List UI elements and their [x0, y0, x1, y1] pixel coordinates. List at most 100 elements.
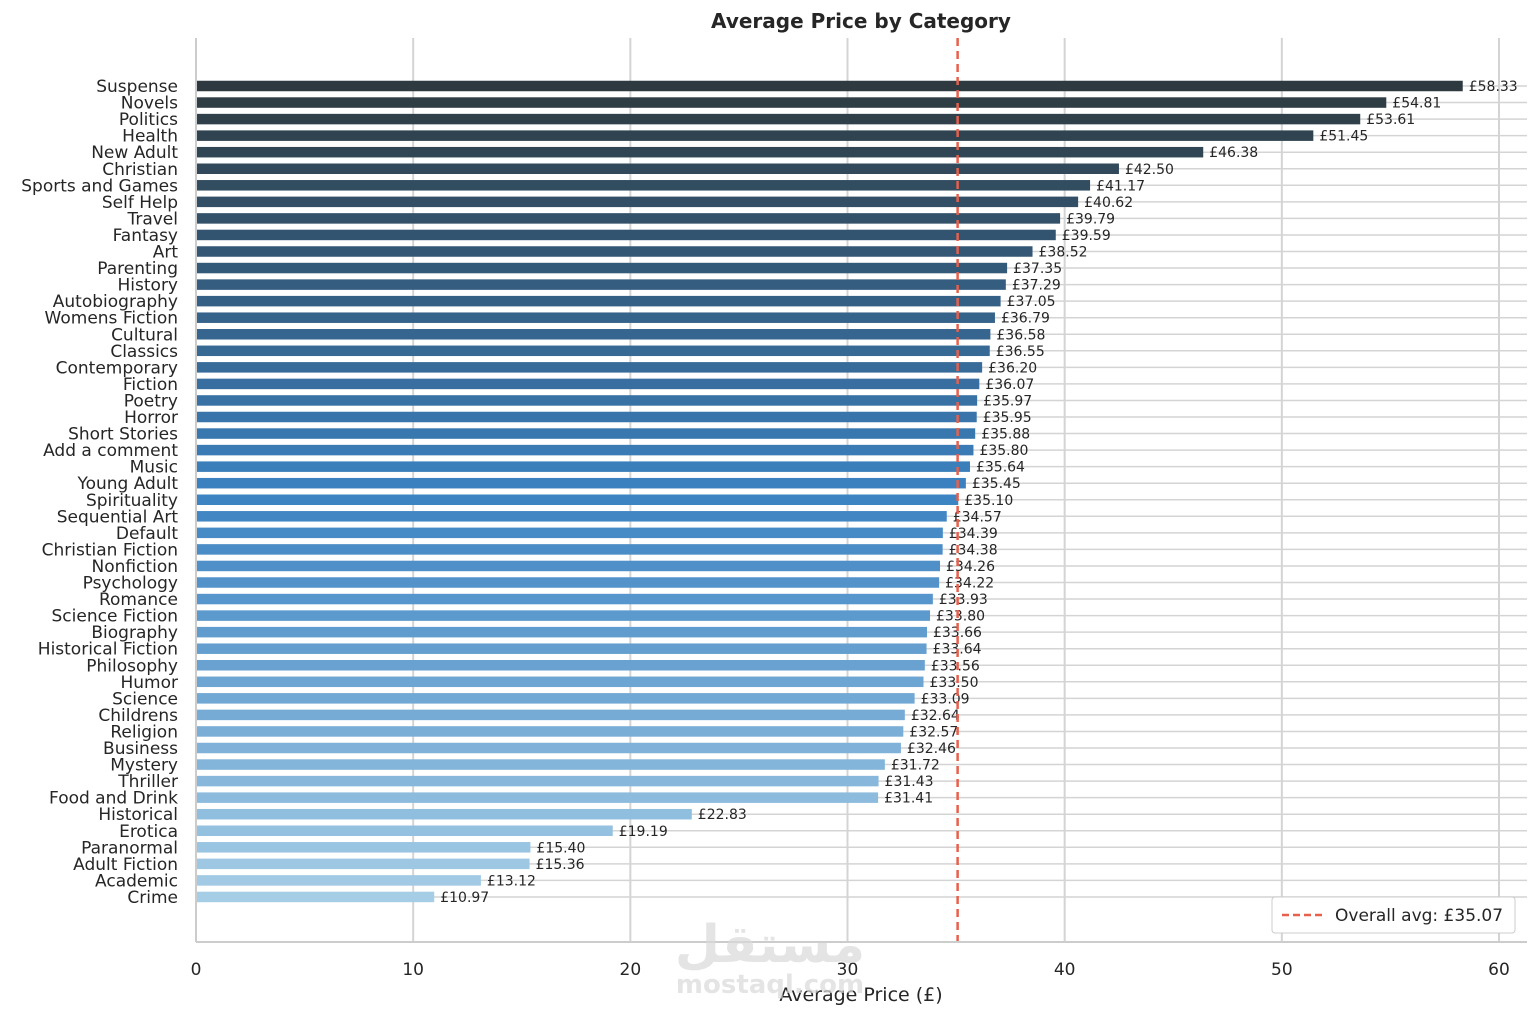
bar [196, 660, 925, 671]
bar [196, 428, 976, 439]
bar [196, 229, 1056, 241]
category-label: Horror [124, 408, 178, 428]
category-label: Science [112, 689, 178, 709]
category-label: Adult Fiction [73, 855, 178, 875]
value-label: £58.33 [1469, 79, 1518, 95]
category-label: Philosophy [86, 656, 178, 676]
bar [196, 477, 966, 489]
chart-title: Average Price by Category [711, 9, 1011, 33]
category-label: Sequential Art [57, 507, 179, 527]
category-label: Historical [98, 805, 178, 825]
bar [196, 527, 943, 539]
category-label: Health [122, 127, 178, 147]
value-label: £35.80 [979, 443, 1028, 459]
value-label: £34.38 [949, 542, 998, 558]
category-label: Science Fiction [52, 607, 178, 627]
bar [196, 163, 1119, 174]
x-tick-label: 0 [191, 960, 202, 980]
bar [196, 262, 1008, 274]
value-label: £33.09 [921, 691, 970, 707]
bar [196, 891, 435, 903]
bar [196, 213, 1061, 224]
bar [196, 643, 927, 654]
watermark-latin: mostaql.com [676, 970, 864, 1000]
value-label: £35.10 [964, 493, 1013, 509]
value-label: £36.07 [985, 377, 1034, 393]
category-label: Religion [110, 722, 178, 742]
category-label: Novels [121, 94, 178, 114]
bar [196, 345, 990, 357]
value-label: £53.61 [1366, 112, 1415, 128]
value-label: £31.43 [885, 774, 934, 790]
x-tick-labels: 0 10 20 30 40 50 60 [191, 960, 1510, 980]
value-labels: £58.33 £54.81£53.61£51.45 £46.38 £42.50£41.… [440, 79, 1518, 906]
category-label: Fantasy [113, 226, 178, 246]
category-label: Cultural [111, 325, 178, 345]
bar [196, 97, 1387, 108]
x-tick-label: 10 [402, 960, 424, 980]
legend-box [1271, 896, 1516, 934]
value-label: £36.58 [996, 327, 1045, 343]
category-label: Romance [99, 590, 178, 610]
value-label: £40.62 [1084, 195, 1133, 211]
category-label: Self Help [102, 193, 178, 213]
bar [196, 825, 613, 836]
value-label: £36.55 [996, 344, 1045, 360]
category-label: Thriller [117, 772, 178, 792]
axes [195, 38, 1527, 943]
bars [196, 80, 1463, 903]
value-label: £32.46 [907, 741, 956, 757]
bar [196, 329, 991, 340]
value-label: £15.40 [536, 840, 585, 856]
category-label: Suspense [96, 77, 178, 97]
bar [196, 395, 978, 406]
category-label: Christian [102, 160, 178, 180]
category-label: Erotica [119, 822, 178, 842]
value-label: £35.97 [983, 393, 1032, 409]
bar [196, 80, 1463, 92]
bar [196, 560, 941, 572]
x-tick-label: 30 [837, 960, 859, 980]
value-label: £34.57 [953, 509, 1002, 525]
value-label: £42.50 [1125, 162, 1174, 178]
value-label: £33.93 [939, 592, 988, 608]
value-label: £35.45 [972, 476, 1021, 492]
value-label: £33.80 [936, 609, 985, 625]
bar [196, 246, 1033, 257]
category-label: Biography [91, 623, 178, 643]
category-label: Travel [126, 209, 178, 229]
value-label: £36.20 [988, 360, 1037, 376]
value-label: £39.79 [1066, 211, 1115, 227]
value-label: £37.35 [1013, 261, 1062, 277]
x-tick-label: 20 [620, 960, 642, 980]
bar [196, 146, 1204, 158]
bar [196, 842, 531, 853]
category-label: Psychology [83, 574, 178, 594]
category-label: Fiction [123, 375, 178, 395]
category-label: New Adult [91, 143, 178, 163]
category-label: Classics [110, 342, 178, 362]
category-label: Spirituality [86, 491, 178, 511]
value-label: £38.52 [1039, 245, 1088, 261]
value-label: £32.64 [911, 708, 960, 724]
bar [196, 693, 915, 704]
bar [196, 378, 980, 390]
value-label: £33.50 [930, 675, 979, 691]
value-label: £33.56 [931, 658, 980, 674]
bar [196, 295, 1001, 307]
bar [196, 411, 977, 423]
x-tick-label: 60 [1488, 960, 1510, 980]
value-label: £19.19 [619, 824, 668, 840]
x-tick-label: 50 [1271, 960, 1293, 980]
watermark: مستقل mostaql.com [675, 915, 865, 1000]
value-label: £34.26 [946, 559, 995, 575]
category-label: Humor [120, 673, 178, 693]
category-label: Music [130, 458, 178, 478]
bar [196, 593, 933, 605]
bar [196, 792, 879, 803]
bar [196, 759, 885, 770]
bar [196, 362, 983, 373]
bar [196, 775, 879, 787]
bar [196, 742, 901, 754]
